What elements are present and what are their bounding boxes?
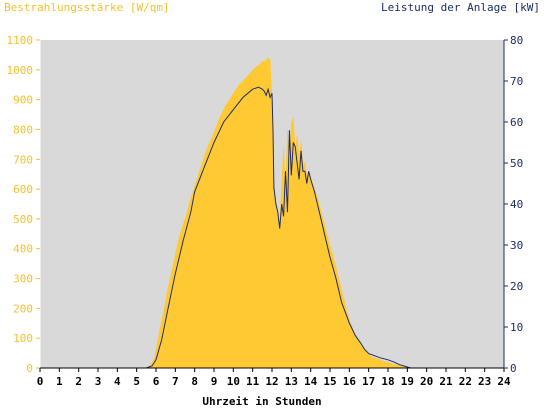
x-axis-label: Uhrzeit in Stunden [202, 395, 321, 408]
x-tick-label: 6 [153, 375, 160, 388]
x-tick-label: 18 [381, 375, 394, 388]
left-tick-label: 200 [13, 302, 33, 315]
left-tick-label: 300 [13, 273, 33, 286]
x-tick-label: 16 [343, 375, 357, 388]
x-tick-label: 1 [56, 375, 63, 388]
left-tick-label: 900 [13, 94, 33, 107]
x-tick-label: 3 [95, 375, 102, 388]
x-tick-labels: 0 1 2 3 4 5 6 7 8 9 10 11 12 13 14 15 16 17 18 19 20 21 22 23 24 [37, 368, 511, 388]
left-tick-labels: 0 100 200 300 400 500 600 700 800 900 1000 1100 [7, 34, 40, 375]
right-tick-label: 70 [510, 75, 523, 88]
x-tick-label: 13 [285, 375, 298, 388]
left-axis-title: Bestrahlungsstärke [W/qm] [4, 1, 170, 14]
x-tick-label: 7 [172, 375, 179, 388]
left-tick-label: 400 [13, 243, 33, 256]
left-tick-label: 100 [13, 332, 33, 345]
x-tick-label: 20 [420, 375, 433, 388]
x-tick-label: 9 [211, 375, 218, 388]
left-tick-label: 0 [26, 362, 33, 375]
x-tick-label: 11 [246, 375, 260, 388]
x-tick-label: 22 [459, 375, 472, 388]
x-tick-label: 21 [439, 375, 453, 388]
right-tick-label: 30 [510, 239, 523, 252]
left-tick-label: 500 [13, 213, 33, 226]
power-line [40, 86, 504, 369]
x-tick-label: 8 [191, 375, 198, 388]
x-tick-label: 2 [75, 375, 82, 388]
right-tick-label: 40 [510, 198, 523, 211]
x-tick-label: 14 [304, 375, 318, 388]
x-tick-label: 19 [401, 375, 414, 388]
x-tick-label: 10 [227, 375, 240, 388]
right-tick-labels: 0 10 20 30 40 50 60 70 80 [504, 34, 523, 375]
right-axis-title: Leistung der Anlage [kW] [381, 1, 540, 14]
left-tick-label: 700 [13, 153, 33, 166]
right-tick-label: 60 [510, 116, 523, 129]
left-tick-label: 1000 [7, 64, 34, 77]
right-tick-label: 80 [510, 34, 523, 47]
x-tick-label: 0 [37, 375, 44, 388]
left-tick-label: 600 [13, 183, 33, 196]
x-tick-label: 4 [114, 375, 121, 388]
left-tick-label: 800 [13, 123, 33, 136]
x-tick-label: 15 [323, 375, 336, 388]
left-tick-label: 1100 [7, 34, 34, 47]
right-tick-label: 0 [510, 362, 517, 375]
x-tick-label: 12 [265, 375, 278, 388]
right-tick-label: 50 [510, 157, 523, 170]
x-tick-label: 24 [497, 375, 511, 388]
right-tick-label: 10 [510, 321, 523, 334]
right-tick-label: 20 [510, 280, 523, 293]
x-tick-label: 5 [133, 375, 140, 388]
x-tick-label: 23 [478, 375, 491, 388]
x-tick-label: 17 [362, 375, 375, 388]
